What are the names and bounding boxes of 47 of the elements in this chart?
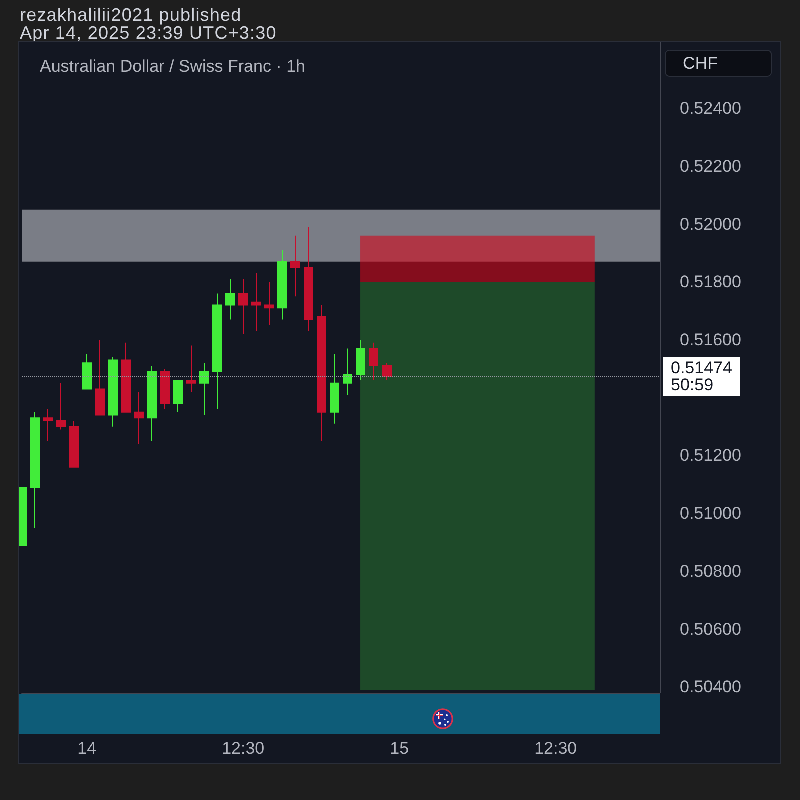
candlestick — [95, 340, 105, 416]
y-tick-label: 0.51800 — [680, 272, 742, 292]
candlestick — [382, 362, 392, 382]
y-tick-label: 0.51600 — [680, 330, 742, 350]
candlestick — [82, 354, 92, 390]
text: Australian Dollar / Swiss Franc · 1h — [40, 57, 306, 76]
candlestick — [369, 342, 378, 382]
candlestick — [43, 408, 53, 442]
y-tick-label: 0.51200 — [680, 446, 742, 466]
candlestick — [147, 366, 157, 442]
candlestick — [225, 278, 235, 320]
candlestick — [121, 342, 131, 413]
y-axis-title: CHF — [683, 54, 718, 73]
candlestick — [290, 235, 300, 298]
candlestick — [69, 420, 79, 468]
x-tick-label: 14 — [78, 739, 97, 758]
candlestick — [277, 250, 287, 320]
ref-line-label: 0.51474 50:59 — [671, 358, 732, 394]
y-tick-label: 0.50400 — [680, 678, 742, 697]
candlestick — [30, 412, 40, 529]
candlestick — [251, 272, 261, 332]
candlestick — [264, 282, 274, 326]
candlestick — [199, 362, 209, 416]
candlestick — [304, 226, 313, 332]
candlestick — [56, 382, 66, 430]
candlestick — [212, 293, 222, 410]
candlestick — [238, 278, 248, 335]
candlestick — [317, 304, 326, 442]
y-tick-label: 0.52000 — [680, 214, 742, 234]
candlestick — [173, 380, 183, 413]
candlestick — [160, 368, 170, 410]
y-tick-label: 0.51000 — [680, 504, 742, 524]
y-tick-label: 0.50800 — [680, 562, 742, 581]
x-tick-label: 15 — [390, 739, 410, 758]
candlestick — [343, 348, 352, 396]
annotation: Apr 14, 2025 23:39 UTC+3:30 — [20, 23, 277, 43]
candlestick — [356, 340, 365, 382]
text: rezakhalilii2021 published — [20, 5, 242, 25]
candlestick — [186, 345, 196, 393]
candlestick — [330, 354, 339, 424]
y-tick-label: 0.52400 — [680, 99, 742, 118]
y-tick-label: 0.52200 — [680, 156, 742, 176]
candlestick — [108, 356, 118, 428]
x-tick-label: 12:30 — [222, 739, 265, 758]
x-tick-label: 12:30 — [534, 739, 578, 758]
candlestick — [134, 392, 144, 445]
y-tick-label: 0.50600 — [680, 620, 742, 639]
